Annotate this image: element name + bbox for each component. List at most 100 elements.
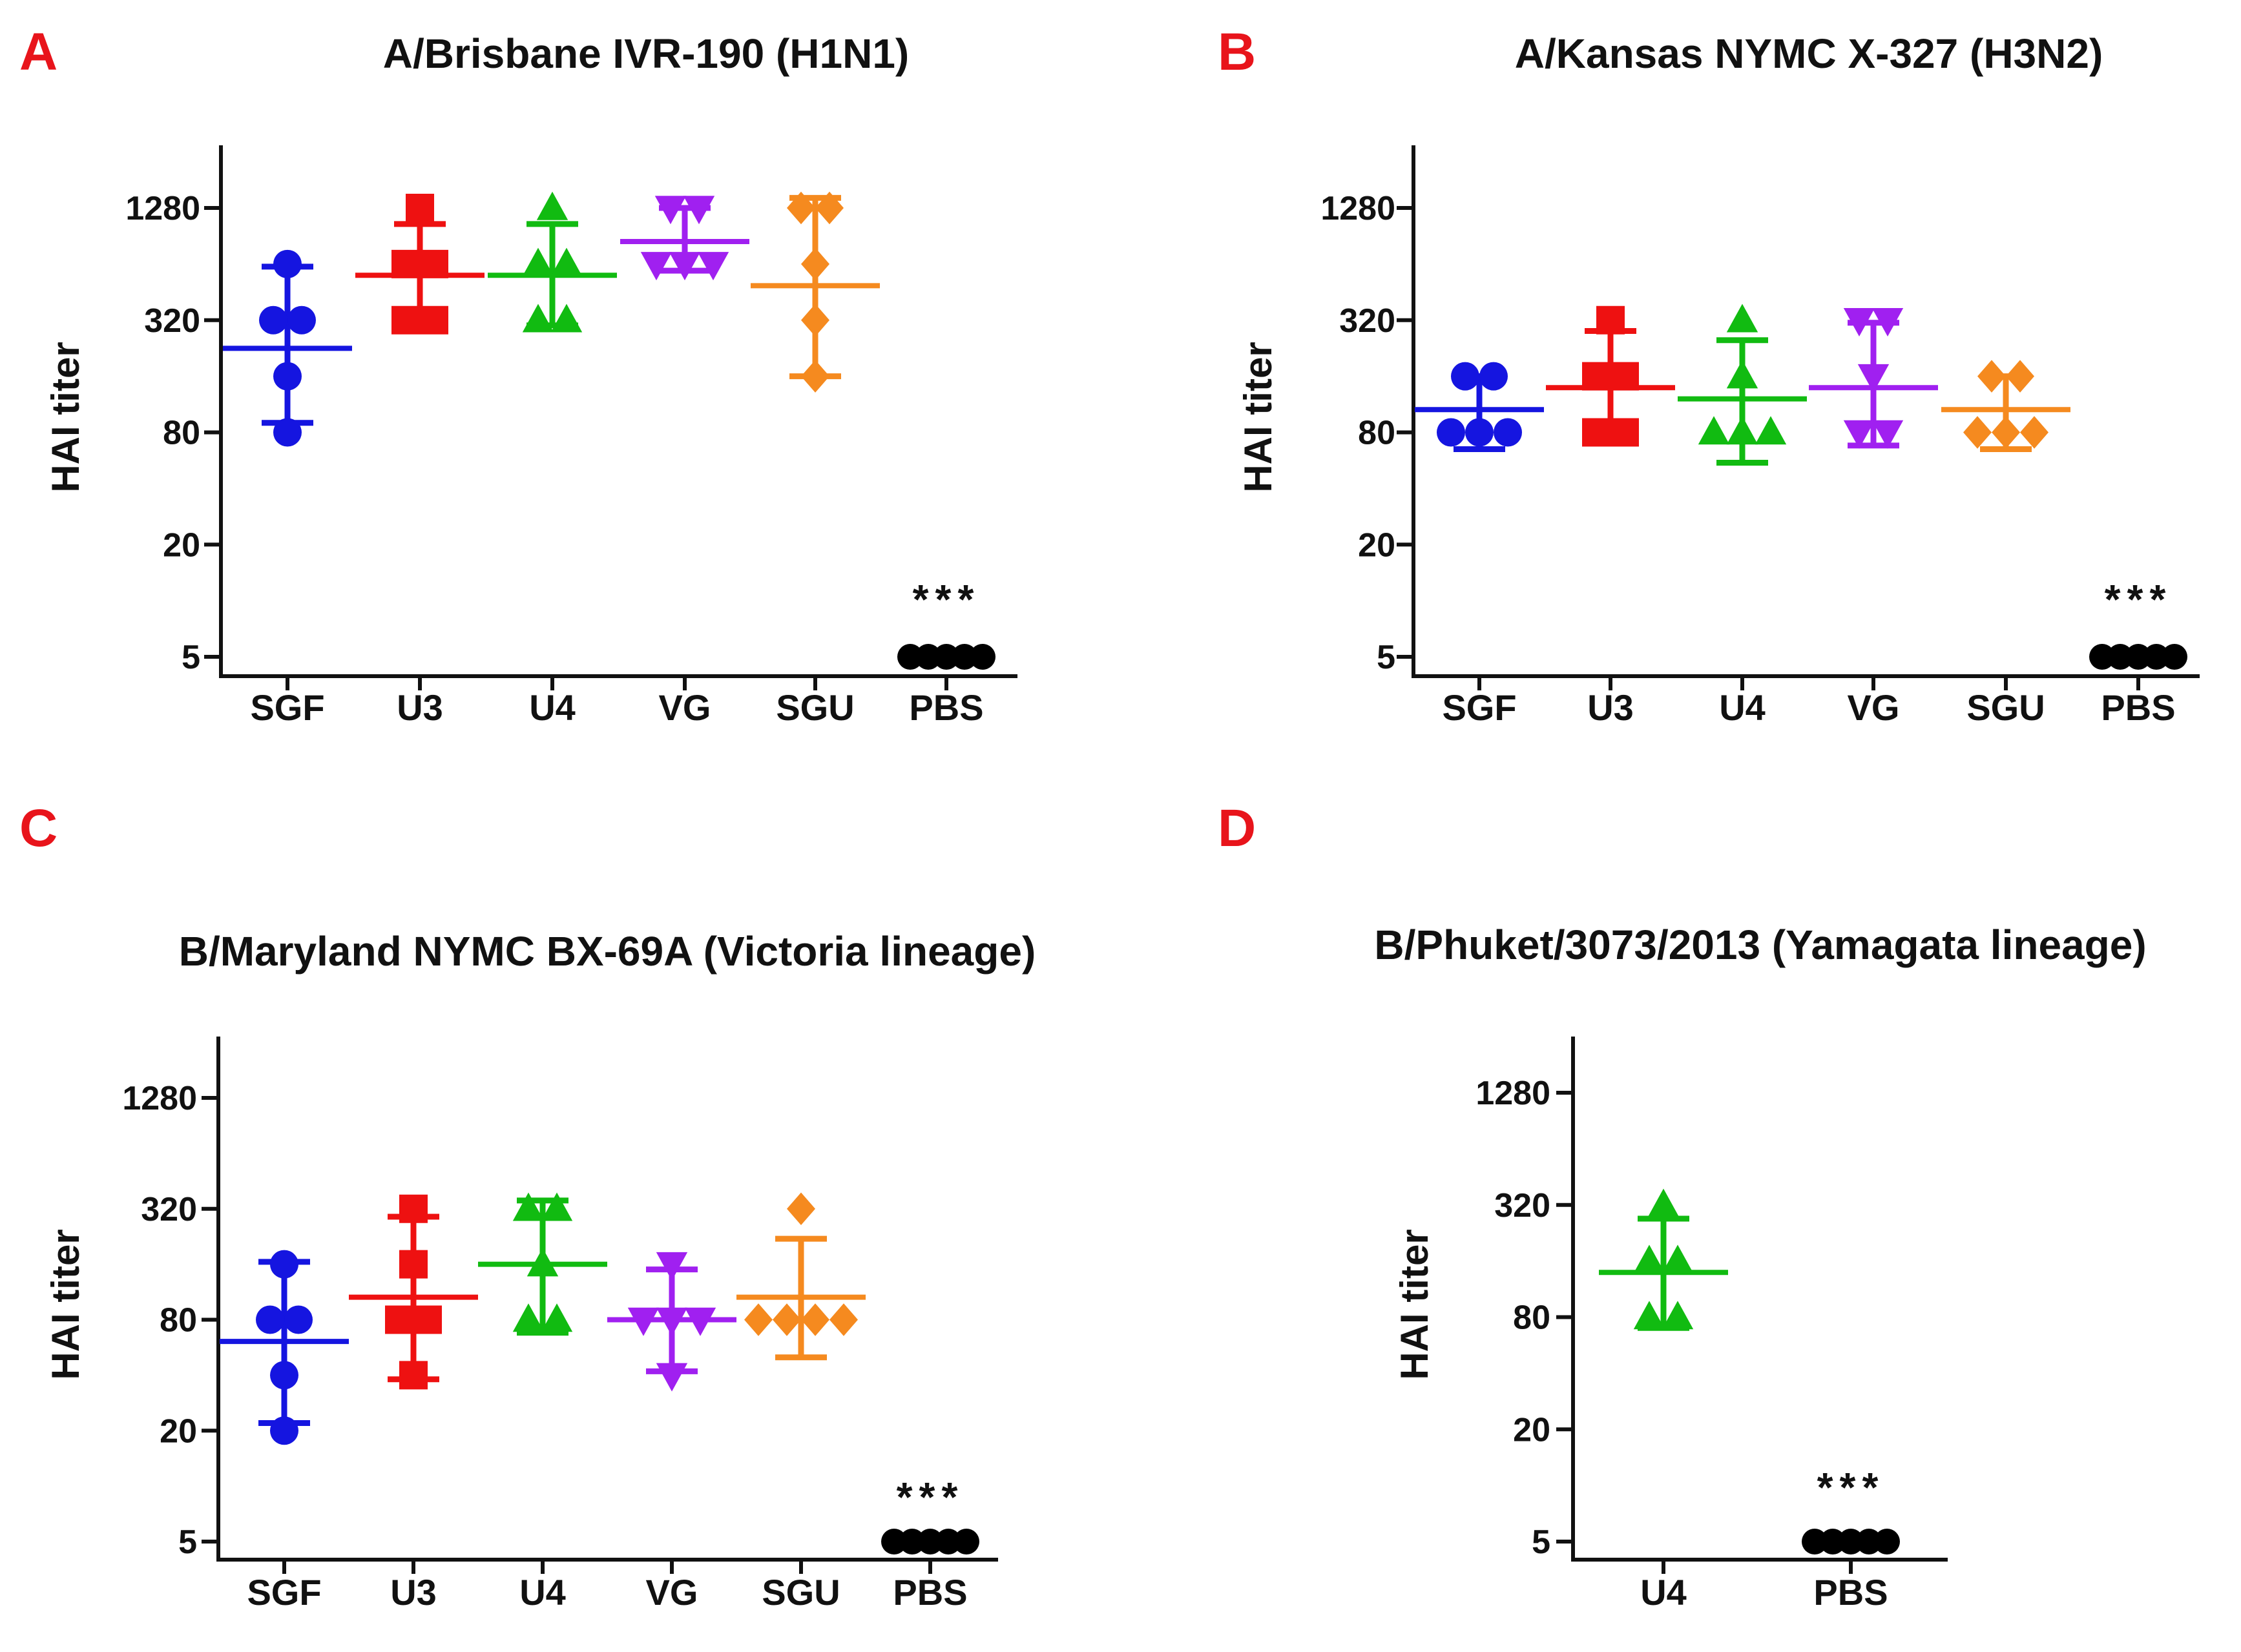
- data-point: [1992, 416, 2020, 449]
- significance-stars: ***: [913, 576, 981, 623]
- data-point: [829, 1303, 858, 1336]
- y-tick-label: 5: [1377, 639, 1395, 676]
- data-point: [270, 1416, 298, 1445]
- series-U3: [349, 1194, 478, 1390]
- data-point: [391, 249, 420, 278]
- data-point: [881, 1529, 907, 1554]
- data-point: [259, 305, 287, 335]
- data-point: [1633, 1244, 1665, 1274]
- y-tick-label: 1280: [1320, 190, 1395, 227]
- data-point: [1596, 305, 1625, 335]
- y-tick-label: 1280: [1475, 1075, 1550, 1112]
- data-point: [656, 1252, 688, 1281]
- series-VG: [607, 1252, 736, 1392]
- data-point: [1662, 1301, 1694, 1330]
- data-point: [2020, 416, 2048, 449]
- x-tick-label: SGF: [250, 687, 324, 728]
- data-point: [744, 1303, 773, 1336]
- data-point: [1698, 416, 1730, 445]
- x-tick-label: VG: [1848, 687, 1900, 728]
- data-point: [1582, 418, 1610, 447]
- y-axis-label: HAI titer: [44, 342, 87, 492]
- data-point: [1838, 1529, 1864, 1554]
- panel-letter: D: [1218, 799, 1256, 858]
- data-point: [669, 252, 701, 281]
- data-point: [399, 1250, 428, 1279]
- y-tick-label: 80: [163, 415, 200, 452]
- data-point: [815, 191, 844, 225]
- data-point: [1843, 308, 1875, 337]
- y-tick-label: 320: [144, 302, 200, 340]
- chart-panel-B: B A/Kansas NYMC X-327 (H3N2) 5 20 80 320 1280 H…: [1218, 23, 2200, 728]
- y-tick-label: 20: [1358, 526, 1395, 564]
- data-point: [273, 249, 302, 278]
- data-point: [1856, 1529, 1882, 1554]
- y-tick-label: 5: [182, 639, 200, 676]
- data-point: [801, 360, 829, 393]
- data-point: [656, 1363, 688, 1392]
- series-PBS: [1802, 1529, 1900, 1554]
- data-point: [1451, 362, 1479, 391]
- chart-panel-D: D B/Phuket/3073/2013 (Yamagata lineage) 5 2…: [1218, 799, 2147, 1613]
- data-point: [2162, 644, 2187, 670]
- data-point: [273, 418, 302, 447]
- x-tick-label: VG: [646, 1572, 698, 1613]
- y-tick-label: 320: [141, 1191, 197, 1228]
- y-tick-label: 20: [1513, 1411, 1550, 1449]
- y-axis-label: HAI titer: [1393, 1229, 1436, 1379]
- data-point: [526, 1248, 559, 1277]
- data-point: [1843, 420, 1875, 449]
- data-point: [683, 196, 715, 225]
- y-tick-label: 320: [1339, 302, 1395, 340]
- data-point: [1494, 418, 1522, 447]
- series-U4: [1678, 304, 1807, 466]
- data-point: [1479, 362, 1508, 391]
- data-point: [287, 305, 316, 335]
- x-tick-label: U4: [1640, 1572, 1687, 1613]
- data-point: [787, 191, 815, 225]
- data-point: [1820, 1529, 1846, 1554]
- data-point: [1582, 362, 1610, 391]
- panel-letter: C: [19, 799, 57, 858]
- data-point: [952, 644, 977, 670]
- x-tick-label: U3: [397, 687, 443, 728]
- y-tick-label: 20: [163, 526, 200, 564]
- data-point: [399, 1361, 428, 1390]
- data-point: [1633, 1301, 1665, 1330]
- x-tick-label: PBS: [2101, 687, 2175, 728]
- y-tick-label: 1280: [122, 1080, 197, 1117]
- chart-panel-C: C B/Maryland NYMC BX-69A (Victoria lineag…: [19, 799, 1036, 1613]
- data-point: [1726, 360, 1758, 389]
- data-point: [1437, 418, 1465, 447]
- data-point: [1662, 1244, 1694, 1274]
- x-tick-label: SGU: [762, 1572, 840, 1613]
- data-point: [541, 1303, 573, 1332]
- y-axis-label: HAI titer: [1236, 342, 1280, 492]
- y-tick-label: 5: [1532, 1523, 1550, 1561]
- x-tick-label: PBS: [1813, 1572, 1888, 1613]
- chart-title: A/Brisbane IVR-190 (H1N1): [383, 30, 909, 77]
- data-point: [935, 1529, 961, 1554]
- data-point: [1755, 416, 1787, 445]
- chart-title: B/Phuket/3073/2013 (Yamagata lineage): [1374, 922, 2146, 968]
- data-point: [801, 304, 829, 337]
- y-tick-label: 5: [178, 1523, 197, 1561]
- y-tick-label: 320: [1494, 1187, 1550, 1224]
- data-point: [656, 1307, 688, 1336]
- data-point: [512, 1192, 545, 1221]
- y-tick-label: 80: [160, 1302, 197, 1339]
- data-point: [385, 1305, 413, 1334]
- data-point: [1871, 308, 1904, 337]
- data-point: [270, 1361, 298, 1390]
- data-point: [933, 644, 959, 670]
- data-point: [1857, 364, 1890, 393]
- x-tick-label: PBS: [893, 1572, 967, 1613]
- data-point: [1726, 416, 1758, 445]
- data-point: [406, 194, 434, 222]
- y-tick-label: 20: [160, 1412, 197, 1450]
- data-point: [2143, 644, 2169, 670]
- data-point: [2107, 644, 2133, 670]
- data-point: [270, 1250, 298, 1279]
- y-axis-label: HAI titer: [44, 1229, 87, 1379]
- data-point: [2125, 644, 2151, 670]
